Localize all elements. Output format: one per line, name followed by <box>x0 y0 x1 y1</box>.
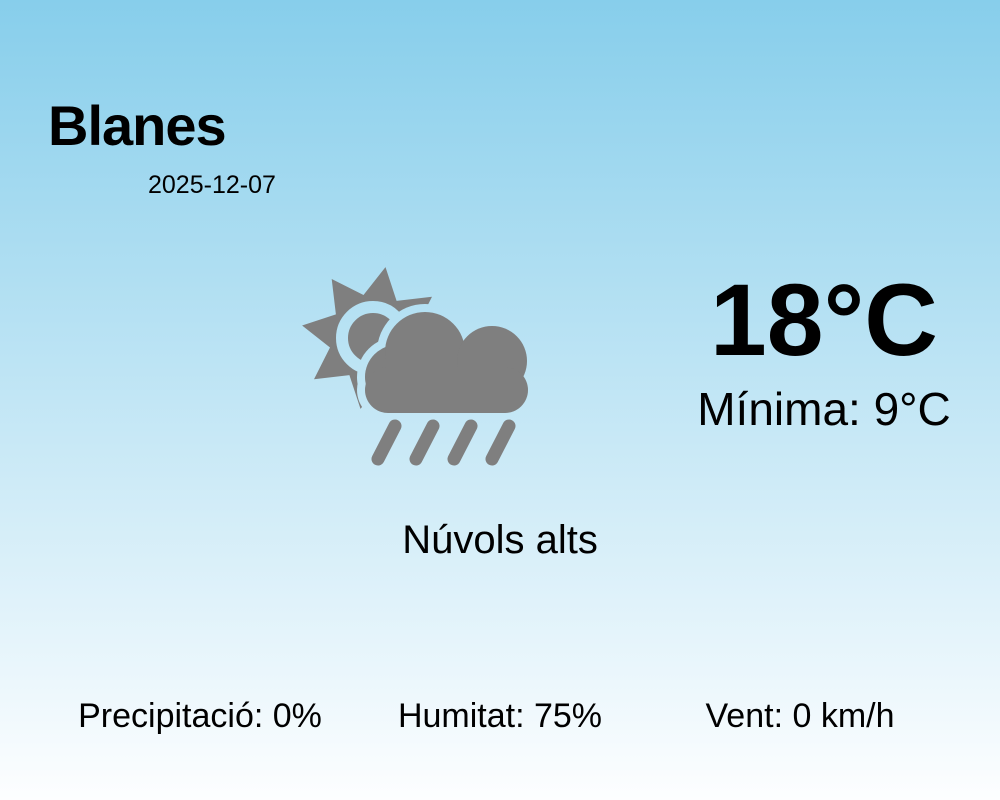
date-label: 2025-12-07 <box>148 171 276 199</box>
minimum-temperature-label: Mínima: 9°C <box>697 383 951 435</box>
sun-behind-rain-cloud-icon <box>302 267 528 466</box>
temperature-value: 18°C <box>710 263 938 377</box>
precipitation-metric: Precipitació: 0% <box>78 697 322 735</box>
cloud-shape <box>365 312 528 413</box>
condition-label: Núvols alts <box>402 518 598 562</box>
wind-metric: Vent: 0 km/h <box>705 697 895 735</box>
location-title: Blanes <box>48 94 227 157</box>
humidity-metric: Humitat: 75% <box>397 697 603 735</box>
rain-strokes <box>371 419 516 466</box>
metrics-row: Precipitació: 0% Humitat: 75% Vent: 0 km… <box>50 697 950 735</box>
